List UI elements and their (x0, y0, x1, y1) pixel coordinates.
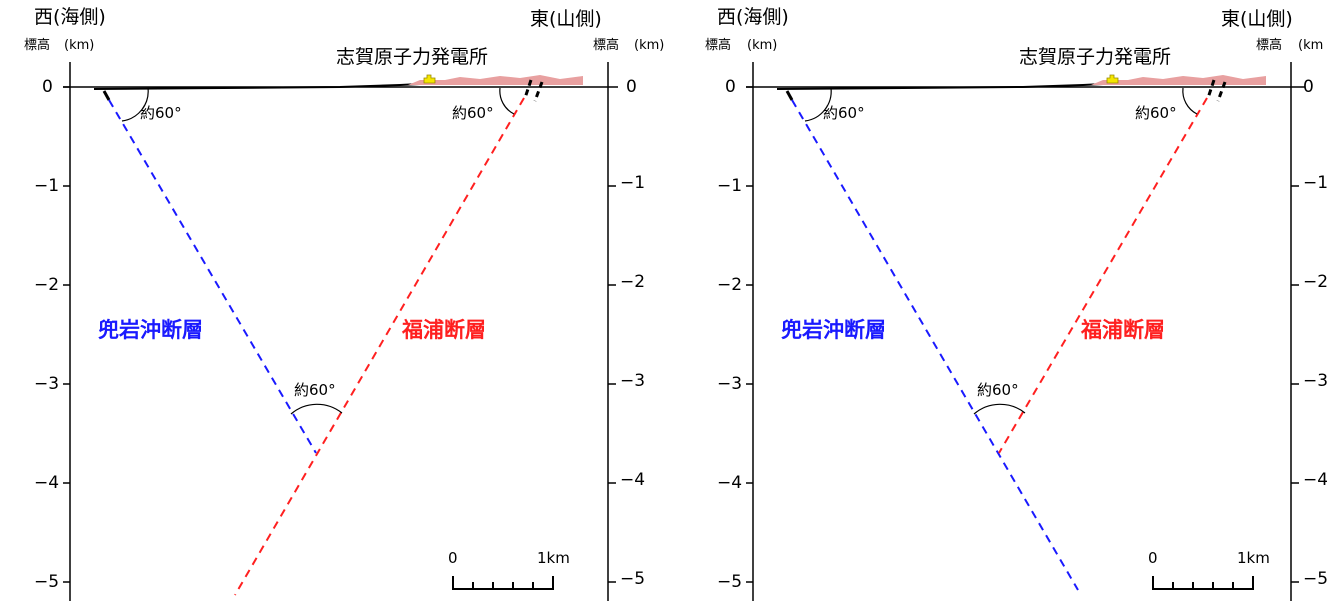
left-tick-label: 0 (725, 77, 736, 97)
unit-label-left: (km) (64, 38, 95, 53)
left-tick-label: −2 (34, 275, 60, 295)
intersection-angle-label: 約60° (294, 381, 336, 399)
elevation-label-left: 標高 (705, 38, 732, 53)
intersection-angle-label: 約60° (977, 381, 1019, 399)
elevation-label-left: 標高 (24, 38, 51, 53)
left-tick-label: −3 (717, 374, 743, 394)
plant-label: 志賀原子力発電所 (336, 46, 489, 68)
seafloor-profile (776, 82, 1124, 90)
left-axis-ticks (746, 86, 753, 583)
scale-bar-start-label: 0 (448, 549, 458, 567)
right-axis-ticks (608, 185, 616, 583)
left-tick-label: −5 (717, 572, 743, 592)
blue-fault-surface-trace (785, 90, 794, 101)
red-dip-angle-arc (1182, 87, 1198, 115)
blue-dip-angle-label: 約60° (140, 104, 182, 122)
right-tick-label: −3 (620, 371, 646, 391)
right-tick-label: −4 (1303, 470, 1327, 490)
blue-fault-name: 兜岩沖断層 (98, 318, 203, 342)
plant-marker-icon (1106, 74, 1119, 84)
right-tick-label: −4 (620, 470, 646, 490)
plant-marker-icon (423, 74, 436, 84)
blue-dip-angle-arc (121, 87, 149, 122)
blue-dip-angle-arc (804, 87, 832, 122)
elevation-label-right: 標高 (1256, 38, 1283, 53)
right-tick-label: −2 (620, 272, 646, 292)
red-dip-angle-label: 約60° (1135, 104, 1177, 122)
intersection-angle-arc (973, 403, 1026, 415)
left-tick-label: −1 (34, 176, 60, 196)
blue-fault-name: 兜岩沖断層 (781, 318, 886, 342)
right-tick-label: −2 (1303, 272, 1327, 292)
red-dip-angle-arc (499, 87, 515, 115)
right-tick-label: 0 (1303, 77, 1314, 97)
scale-bar-start-label: 0 (1148, 549, 1158, 567)
right-tick-label: −5 (620, 569, 646, 589)
right-tick-label: −5 (1303, 569, 1327, 589)
red-dip-angle-label: 約60° (452, 104, 494, 122)
red-fault-name: 福浦断層 (1081, 318, 1165, 342)
scale-bar (1152, 576, 1254, 590)
scale-bar-end-label: 1km (1237, 549, 1270, 567)
east-side-label: 東(山側) (530, 8, 602, 30)
plant-label: 志賀原子力発電所 (1019, 46, 1172, 68)
elevation-label-right: 標高 (593, 38, 620, 53)
red-fault-surface-trace-1 (523, 79, 533, 99)
scale-bar-end-label: 1km (537, 549, 570, 567)
cross-section-panel-right: 西(海側) 東(山側) 標高 (km) 標高 (km 志賀原子力発電所 0 −1… (683, 0, 1327, 601)
right-tick-label: −1 (1303, 173, 1327, 193)
blue-fault-plane (791, 99, 1079, 591)
left-tick-label: 0 (42, 77, 53, 97)
blue-dip-angle-label: 約60° (823, 104, 865, 122)
land-terrain (408, 75, 583, 85)
west-side-label: 西(海側) (717, 6, 789, 28)
unit-label-left: (km) (747, 38, 778, 53)
blue-fault-plane (108, 99, 317, 454)
right-tick-label: −3 (1303, 371, 1327, 391)
left-tick-label: −2 (717, 275, 743, 295)
red-fault-plane (998, 97, 1208, 454)
left-tick-label: −1 (717, 176, 743, 196)
right-axis-ticks (1291, 185, 1299, 583)
seafloor-profile (93, 82, 441, 90)
intersection-angle-arc (290, 403, 343, 415)
red-fault-surface-trace-1 (1206, 79, 1216, 99)
blue-fault-surface-trace (102, 90, 111, 101)
west-side-label: 西(海側) (34, 6, 106, 28)
scale-bar (452, 576, 554, 590)
land-terrain (1091, 75, 1266, 85)
cross-section-drawing (63, 62, 618, 601)
cross-section-panel-left: 西(海側) 東(山側) 標高 (km) 標高 (km) 志賀原子力発電所 0 −… (24, 6, 665, 601)
red-fault-plane (234, 97, 525, 596)
red-fault-surface-trace-2 (533, 81, 544, 102)
cross-section-drawing (746, 62, 1305, 601)
red-fault-name: 福浦断層 (402, 318, 486, 342)
left-tick-label: −4 (717, 473, 743, 493)
left-tick-label: −4 (34, 473, 60, 493)
unit-label-right: (km (1298, 38, 1324, 53)
left-axis-ticks (63, 86, 70, 583)
left-tick-label: −3 (34, 374, 60, 394)
right-tick-label: 0 (626, 77, 637, 97)
left-tick-label: −5 (34, 572, 60, 592)
red-fault-surface-trace-2 (1216, 81, 1227, 102)
east-side-label: 東(山側) (1221, 8, 1293, 30)
right-tick-label: −1 (620, 173, 646, 193)
unit-label-right: (km) (634, 38, 665, 53)
